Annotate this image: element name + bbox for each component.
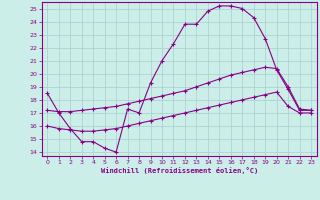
X-axis label: Windchill (Refroidissement éolien,°C): Windchill (Refroidissement éolien,°C) — [100, 167, 258, 174]
